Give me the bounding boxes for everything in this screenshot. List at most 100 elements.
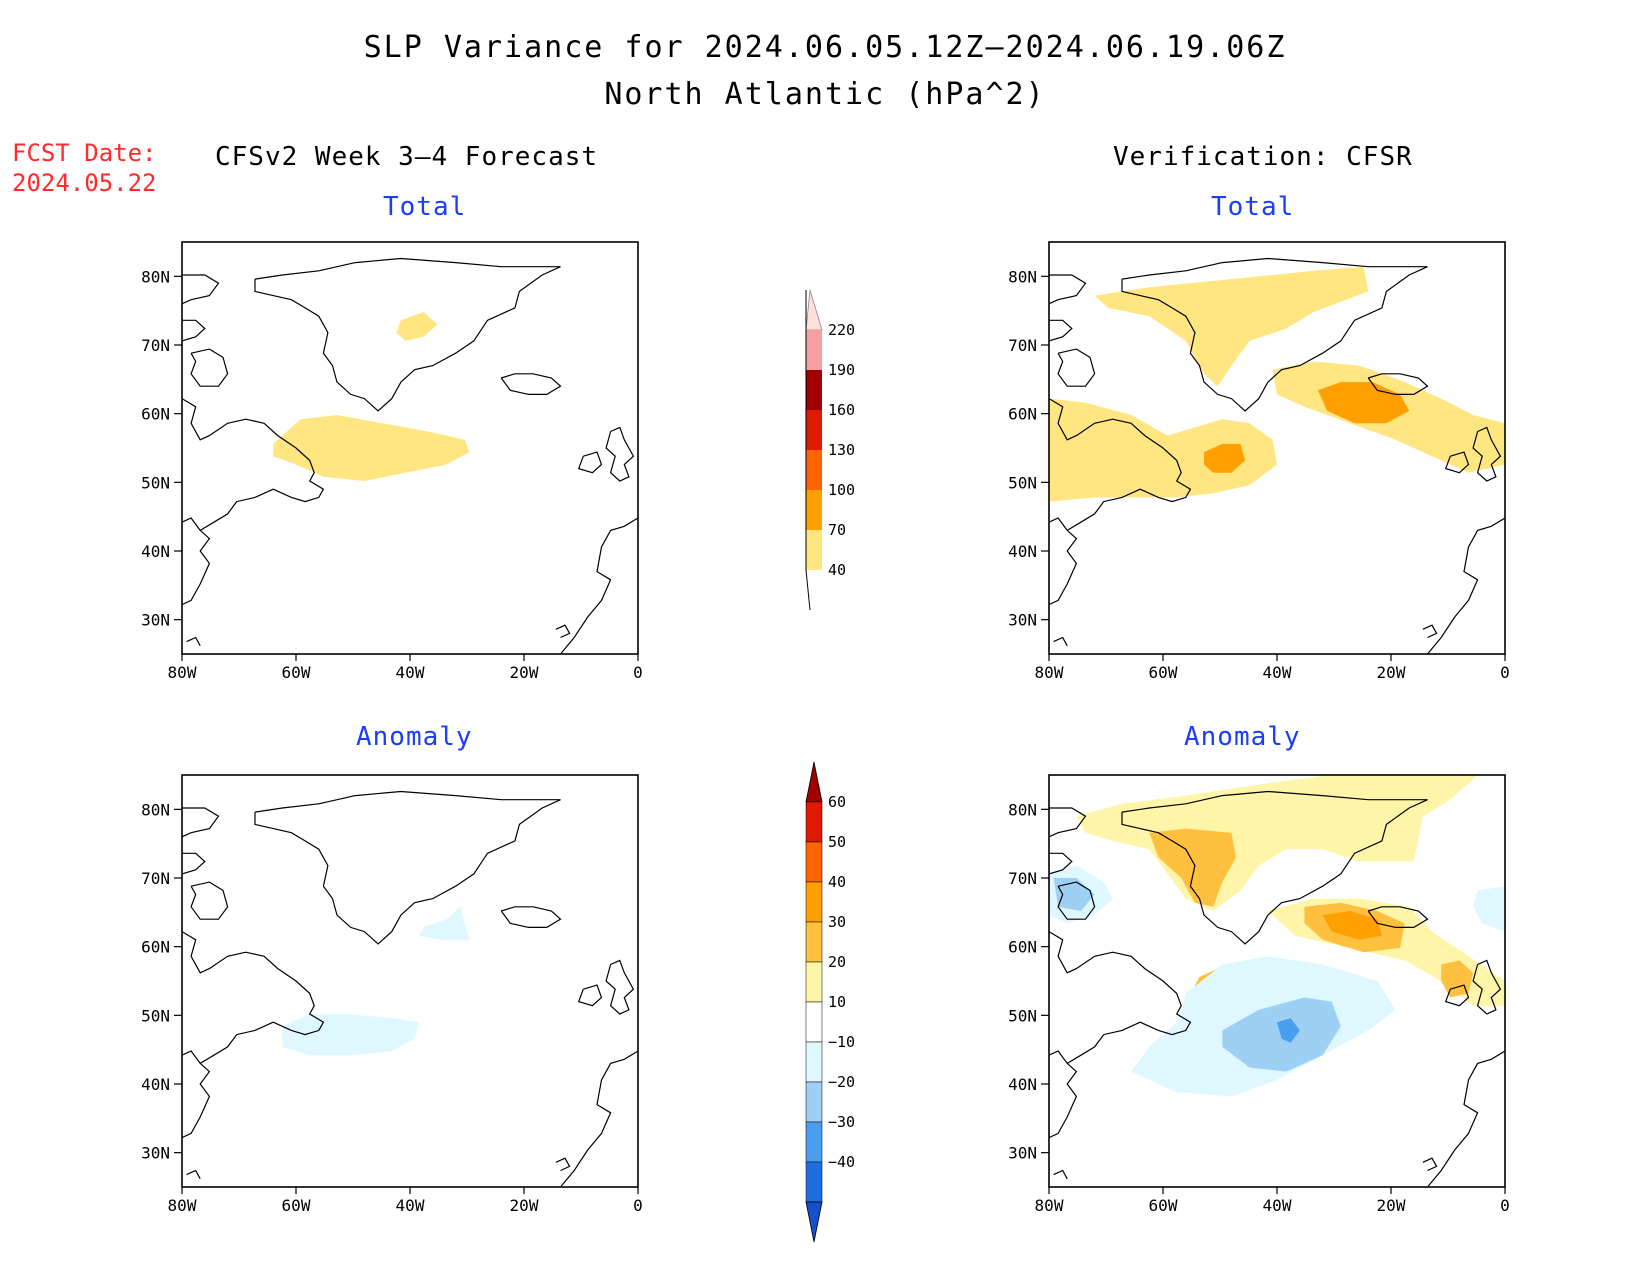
colorbar-label: −10 — [828, 1033, 855, 1051]
lon-tick-label: 60W — [1149, 663, 1178, 682]
lat-tick-label: 60N — [141, 405, 170, 424]
coastline — [1427, 1050, 1505, 1187]
coastline — [254, 257, 561, 412]
forecast-date-label: FCST Date: — [12, 139, 157, 167]
coastline — [1444, 984, 1470, 1007]
colorbar-label: −20 — [828, 1073, 855, 1091]
lon-tick-label: 40W — [396, 1196, 425, 1215]
colorbar-label: −30 — [828, 1113, 855, 1131]
lat-tick-label: 80N — [141, 267, 170, 286]
colorbar-swatch — [805, 289, 823, 331]
shaded-region — [1473, 886, 1505, 932]
coastline — [182, 852, 206, 875]
map-frame — [181, 774, 639, 1188]
colorbar-swatch — [805, 1161, 823, 1203]
colorbar-swatch — [805, 761, 823, 803]
forecast-date-block: FCST Date: 2024.05.22 — [12, 138, 157, 198]
colorbar-swatch — [806, 410, 822, 450]
lon-tick-label: 40W — [1263, 663, 1292, 682]
coastline — [1444, 451, 1470, 474]
colorbar-label: −40 — [828, 1153, 855, 1171]
lon-tick-label: 60W — [282, 1196, 311, 1215]
lat-tick-label: 30N — [1008, 1144, 1037, 1163]
lon-tick-label: 80W — [1035, 663, 1064, 682]
coastline — [577, 451, 603, 474]
map-panel-verification-anomaly: 80N 70N 60N 50N 40N 30N 80W 60W 40W 20W 0 — [1008, 774, 1510, 1215]
colorbar-swatch — [805, 1041, 823, 1083]
coastline — [560, 1050, 638, 1187]
colorbar-swatch — [805, 961, 823, 1003]
coastline — [555, 1157, 571, 1172]
coastline — [182, 517, 211, 606]
lat-tick-label: 70N — [1008, 869, 1037, 888]
coastline — [1049, 517, 1078, 606]
shaded-region — [1049, 398, 1277, 502]
coastline — [1057, 348, 1096, 387]
lon-tick-label: 20W — [1377, 663, 1406, 682]
lat-tick-label: 50N — [141, 473, 170, 492]
colorbar-label: 50 — [828, 833, 846, 851]
map-panel-forecast-total: 80N 70N 60N 50N 40N 30N 80W 60W 40W 20W 0 — [141, 241, 643, 682]
panel-title-verification-anomaly: Anomaly — [1184, 722, 1301, 752]
coastline — [1367, 373, 1429, 395]
lon-tick-label: 60W — [282, 663, 311, 682]
colorbar-swatch — [806, 490, 822, 530]
lat-tick-label: 80N — [1008, 267, 1037, 286]
colorbar-label: 160 — [828, 401, 855, 419]
lon-tick-label: 40W — [396, 663, 425, 682]
colorbar-swatch — [805, 841, 823, 883]
lat-tick-label: 30N — [141, 1144, 170, 1163]
coastline — [190, 881, 229, 920]
panel-title-forecast-total: Total — [383, 192, 467, 222]
lon-tick-label: 40W — [1263, 1196, 1292, 1215]
lat-tick-label: 70N — [1008, 336, 1037, 355]
lat-tick-label: 50N — [1008, 473, 1037, 492]
lat-tick-label: 40N — [1008, 542, 1037, 561]
coastline — [1049, 1050, 1078, 1139]
lon-tick-label: 20W — [510, 663, 539, 682]
coastline — [254, 790, 561, 945]
colorbar-swatch — [805, 1001, 823, 1043]
colorbar-swatch — [805, 801, 823, 843]
coastline — [182, 807, 220, 838]
coastline — [1121, 790, 1428, 945]
coastline — [1049, 274, 1087, 305]
lat-tick-label: 30N — [141, 611, 170, 630]
colorbar-label: 190 — [828, 361, 855, 379]
colorbar-swatch — [806, 450, 822, 490]
coastline — [1472, 426, 1502, 482]
coastline — [190, 348, 229, 387]
coastline — [605, 959, 635, 1015]
forecast-date-value: 2024.05.22 — [12, 169, 157, 197]
panel-title-verification-total: Total — [1211, 192, 1295, 222]
colorbar-swatch — [806, 530, 822, 570]
shaded-region — [419, 906, 470, 940]
lat-tick-label: 40N — [1008, 1075, 1037, 1094]
colorbar-swatch — [805, 881, 823, 923]
chart-subtitle: North Atlantic (hPa^2) — [604, 77, 1046, 112]
colorbar-label: 130 — [828, 441, 855, 459]
coastline — [605, 426, 635, 482]
coastline — [182, 274, 220, 305]
coastline — [186, 636, 201, 647]
coastline — [560, 517, 638, 654]
coastline — [500, 373, 562, 395]
colorbar-swatch — [805, 921, 823, 963]
chart-title: SLP Variance for 2024.06.05.12Z—2024.06.… — [363, 30, 1287, 65]
lat-tick-label: 30N — [1008, 611, 1037, 630]
lat-tick-label: 50N — [1008, 1006, 1037, 1025]
forecast-column-title: CFSv2 Week 3—4 Forecast — [215, 142, 599, 172]
lon-tick-label: 20W — [510, 1196, 539, 1215]
coastline — [186, 1169, 201, 1180]
colorbar-label: 10 — [828, 993, 846, 1011]
coastline — [182, 319, 206, 342]
lat-tick-label: 60N — [1008, 405, 1037, 424]
coastline — [1049, 852, 1073, 875]
shaded-region — [1094, 266, 1369, 387]
coastline — [182, 1050, 211, 1139]
shaded-region — [1322, 911, 1382, 940]
coastline — [555, 624, 571, 639]
coastline — [1121, 257, 1428, 412]
verification-column-title: Verification: CFSR — [1113, 142, 1413, 172]
